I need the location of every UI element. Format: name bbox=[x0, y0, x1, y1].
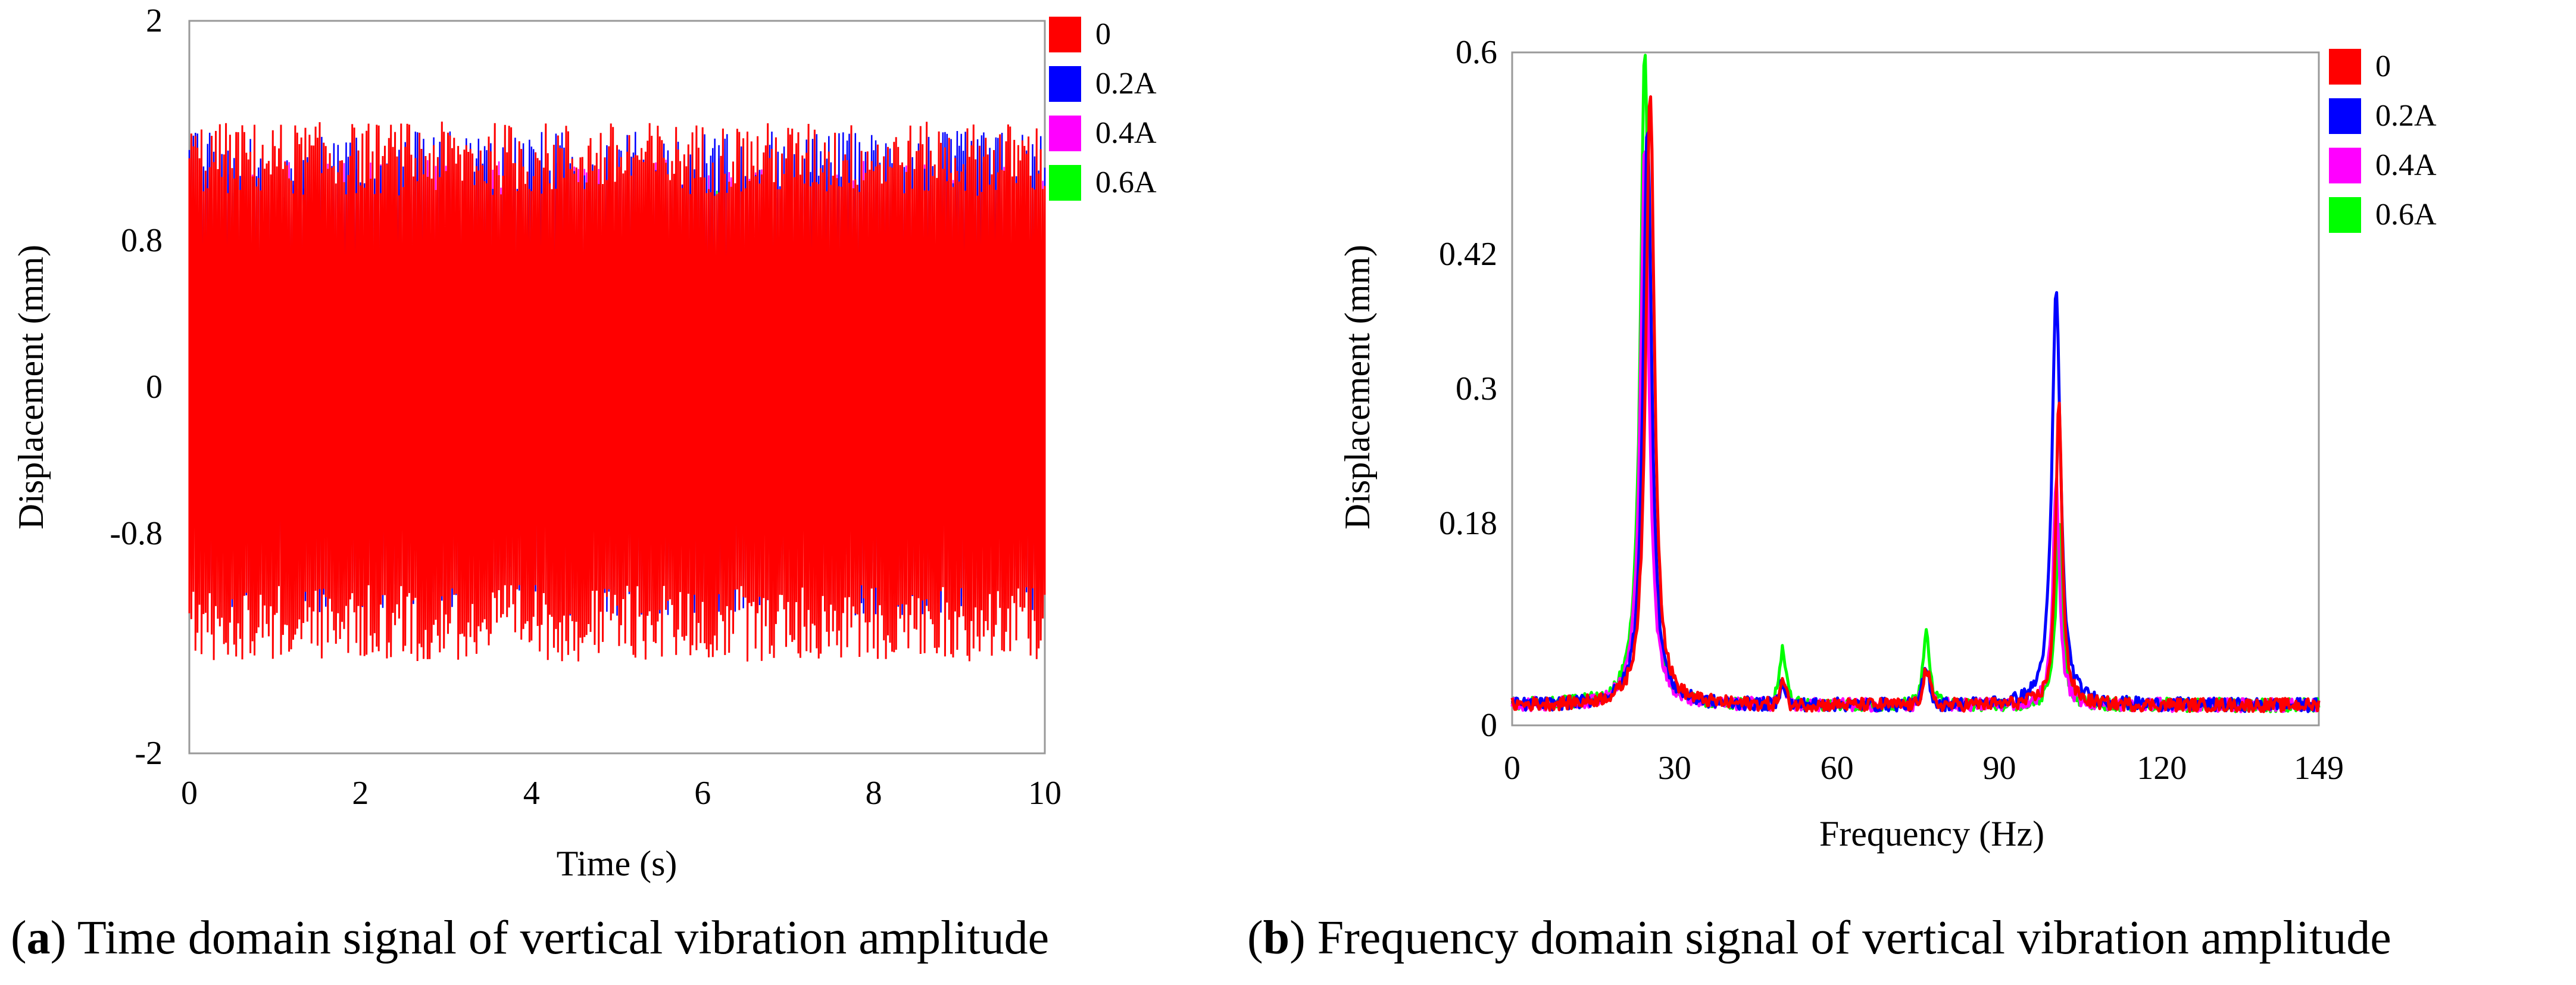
y-tick-a: -2 bbox=[135, 735, 163, 772]
legend-label-0.4A: 0.4A bbox=[1095, 116, 1157, 150]
x-tick-a: 2 bbox=[352, 775, 369, 812]
x-tick-a: 4 bbox=[523, 775, 540, 812]
legend-swatch-0.6A bbox=[2329, 197, 2361, 233]
y-tick-b: 0.3 bbox=[1456, 370, 1497, 407]
y-axis-label-a: Displacement (mm) bbox=[11, 245, 51, 529]
legend-label-0.2A: 0.2A bbox=[2375, 99, 2437, 133]
x-tick-b: 90 bbox=[1982, 750, 2016, 787]
legend-label-0.4A: 0.4A bbox=[2375, 148, 2437, 182]
x-tick-a: 10 bbox=[1028, 775, 1061, 812]
legend-swatch-0.4A bbox=[2329, 148, 2361, 183]
caption-b: (b) Frequency domain signal of vertical … bbox=[1247, 912, 2391, 964]
spectrum-series-0 bbox=[1510, 95, 2321, 713]
x-tick-a: 8 bbox=[866, 775, 882, 812]
x-tick-b: 60 bbox=[1821, 750, 1854, 787]
x-tick-a: 6 bbox=[694, 775, 711, 812]
spectrum-series-group bbox=[1510, 54, 2321, 713]
legend-swatch-0.2A bbox=[1049, 66, 1081, 102]
y-tick-a: -0.8 bbox=[110, 515, 163, 552]
time-signal-series-group bbox=[188, 121, 1046, 662]
y-tick-b: 0.42 bbox=[1439, 236, 1497, 273]
legend-label-0: 0 bbox=[1095, 17, 1111, 51]
x-tick-labels-b: 0 30 60 90 120 149 bbox=[1504, 750, 2344, 787]
y-axis-label-b: Displacement (mm) bbox=[1338, 245, 1377, 529]
caption-b-text: Frequency domain signal of vertical vibr… bbox=[1317, 912, 2391, 964]
caption-a-label: a bbox=[26, 912, 51, 964]
legend-swatch-0.4A bbox=[1049, 116, 1081, 151]
legend-swatch-0.6A bbox=[1049, 165, 1081, 201]
x-tick-b: 30 bbox=[1658, 750, 1691, 787]
legend-label-0: 0 bbox=[2375, 49, 2391, 83]
frequency-domain-chart: 0.6 0.42 0.3 0.18 0 0 30 60 90 120 149 Displaceme… bbox=[1338, 34, 2437, 853]
x-tick-b: 149 bbox=[2294, 750, 2344, 787]
legend-a: 0 0.2A 0.4A 0.6A bbox=[1049, 17, 1157, 201]
legend-b: 0 0.2A 0.4A 0.6A bbox=[2329, 49, 2437, 233]
x-axis-label-a: Time (s) bbox=[557, 844, 677, 883]
y-tick-labels-a: 2 0.8 0 -0.8 -2 bbox=[110, 2, 163, 772]
legend-label-0.6A: 0.6A bbox=[2375, 198, 2437, 232]
y-tick-b: 0.6 bbox=[1456, 34, 1497, 71]
time-domain-chart: 2 0.8 0 -0.8 -2 0 2 4 6 8 10 Displacement (mm) Ti… bbox=[11, 2, 1157, 883]
legend-swatch-0 bbox=[1049, 17, 1081, 52]
y-tick-a: 2 bbox=[146, 2, 163, 39]
caption-a: (a) Time domain signal of vertical vibra… bbox=[11, 912, 1050, 964]
x-tick-labels-a: 0 2 4 6 8 10 bbox=[181, 775, 1061, 812]
legend-swatch-0 bbox=[2329, 49, 2361, 85]
legend-swatch-0.2A bbox=[2329, 98, 2361, 134]
x-tick-b: 0 bbox=[1504, 750, 1520, 787]
x-axis-label-b: Frequency (Hz) bbox=[1819, 814, 2044, 853]
y-tick-b: 0 bbox=[1481, 707, 1497, 744]
y-tick-a: 0 bbox=[146, 369, 163, 406]
time-series-core-band bbox=[191, 255, 1044, 516]
y-tick-a: 0.8 bbox=[121, 222, 163, 259]
y-tick-labels-b: 0.6 0.42 0.3 0.18 0 bbox=[1439, 34, 1497, 744]
legend-label-0.2A: 0.2A bbox=[1095, 67, 1157, 101]
caption-b-label: b bbox=[1263, 912, 1290, 964]
x-tick-a: 0 bbox=[181, 775, 198, 812]
caption-a-text: Time domain signal of vertical vibration… bbox=[77, 912, 1050, 964]
y-tick-b: 0.18 bbox=[1439, 505, 1497, 542]
legend-label-0.6A: 0.6A bbox=[1095, 166, 1157, 200]
x-tick-b: 120 bbox=[2137, 750, 2187, 787]
